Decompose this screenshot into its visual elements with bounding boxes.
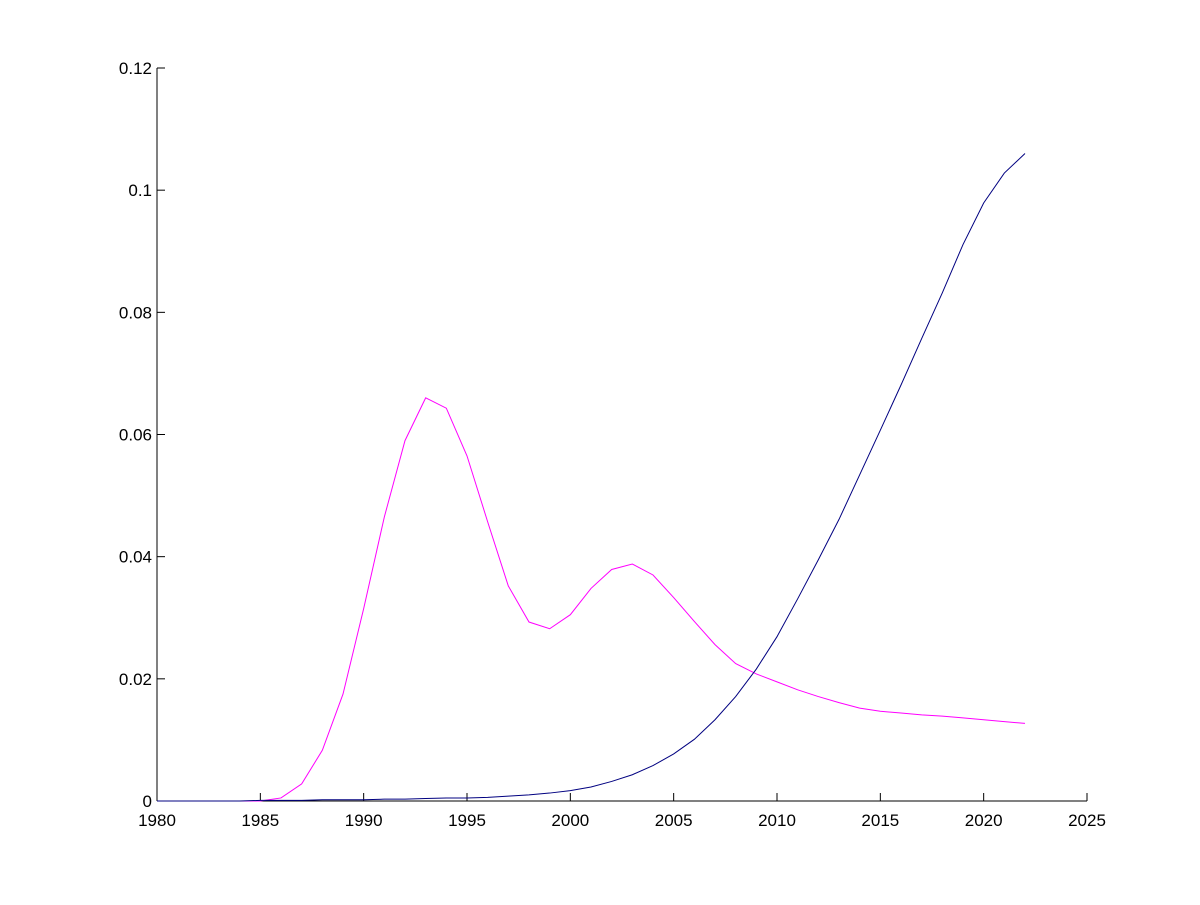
x-tick-label: 2010: [758, 811, 796, 830]
x-ticks: 1980 1985 1990 1995 2000 2005 2010 2015 2020 2025: [138, 793, 1106, 830]
y-tick-label: 0.02: [119, 670, 152, 689]
x-tick-label: 1990: [345, 811, 383, 830]
y-ticks: 0 0.02 0.04 0.06 0.08 0.1 0.12: [119, 59, 165, 811]
x-tick-label: 1985: [241, 811, 279, 830]
x-tick-label: 2025: [1068, 811, 1106, 830]
x-tick-label: 2005: [655, 811, 693, 830]
x-tick-label: 1995: [448, 811, 486, 830]
x-tick-label: 2015: [861, 811, 899, 830]
y-tick-label: 0: [143, 792, 152, 811]
y-tick-label: 0.06: [119, 426, 152, 445]
series-line-1: [157, 397, 1026, 802]
series-line-2: [157, 153, 1026, 802]
x-tick-label: 2000: [551, 811, 589, 830]
x-tick-label: 1980: [138, 811, 176, 830]
y-tick-label: 0.04: [119, 548, 152, 567]
series-layer: [157, 153, 1026, 802]
x-tick-label: 2020: [965, 811, 1003, 830]
y-tick-label: 0.12: [119, 59, 152, 78]
y-tick-label: 0.1: [128, 181, 152, 200]
y-tick-label: 0.08: [119, 303, 152, 322]
